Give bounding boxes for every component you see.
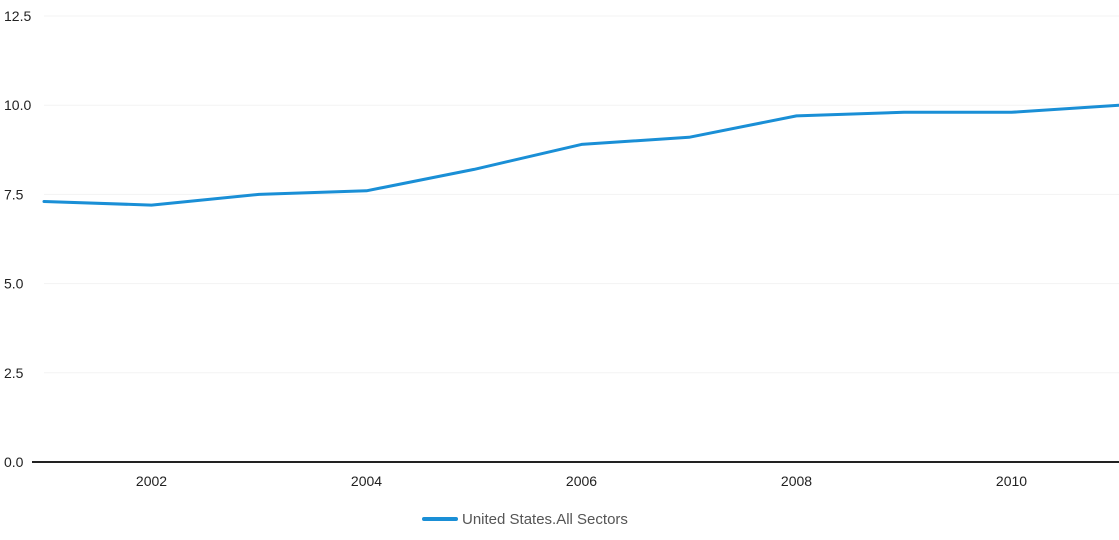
x-tick-label: 2002 — [136, 473, 167, 489]
axes: 0.0 2.5 5.0 7.5 10.0 12.5 2002 2004 2006 2008 2010 — [4, 8, 1119, 489]
x-tick-label: 2006 — [566, 473, 597, 489]
y-tick-label: 0.0 — [4, 454, 24, 470]
y-tick-label: 7.5 — [4, 186, 24, 202]
y-tick-label: 2.5 — [4, 365, 24, 381]
legend-label[interactable]: United States.All Sectors — [462, 511, 628, 528]
x-tick-label: 2010 — [996, 473, 1027, 489]
series-line[interactable] — [42, 103, 1119, 207]
x-tick-label: 2004 — [351, 473, 382, 489]
y-tick-label: 12.5 — [4, 8, 31, 24]
x-tick-label: 2008 — [781, 473, 812, 489]
y-tick-label: 5.0 — [4, 276, 24, 292]
gridlines — [44, 15, 1119, 374]
series-layer — [42, 103, 1119, 207]
legend[interactable]: United States.All Sectors — [422, 511, 628, 528]
y-tick-label: 10.0 — [4, 97, 31, 113]
